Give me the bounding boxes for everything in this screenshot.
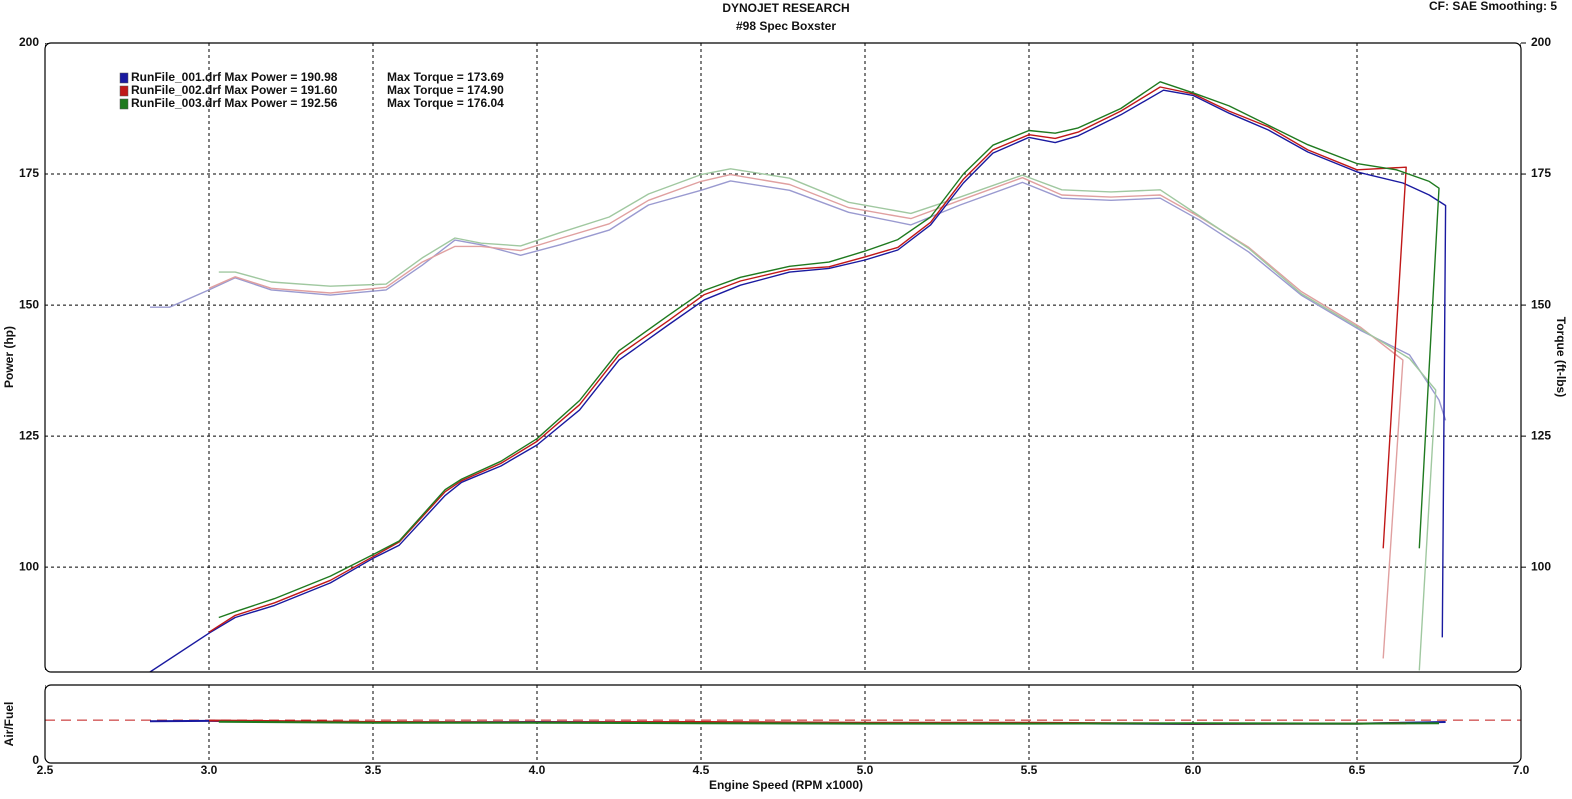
- x-tick-label: 3.0: [201, 763, 218, 777]
- y2-tick-label: 125: [1531, 428, 1551, 442]
- x-tick-label: 6.5: [1349, 763, 1366, 777]
- y-tick-label: 100: [19, 559, 39, 573]
- torque-line: [208, 173, 1404, 659]
- chart-subtitle: #98 Spec Boxster: [736, 19, 836, 33]
- y-tick-label: 200: [19, 35, 39, 49]
- legend-torque: Max Torque = 174.90: [387, 83, 504, 97]
- main-frame: [44, 42, 1522, 673]
- x-tick-label: 5.5: [1021, 763, 1038, 777]
- x-tick-label: 4.5: [693, 763, 710, 777]
- legend-torque: Max Torque = 173.69: [387, 70, 504, 84]
- settings-note: CF: SAE Smoothing: 5: [1429, 0, 1557, 13]
- legend-swatch: [119, 85, 129, 97]
- line: [149, 89, 1447, 672]
- y-tick-label: 150: [19, 297, 39, 311]
- legend-swatch: [119, 98, 129, 110]
- x-tick-label: 7.0: [1513, 763, 1530, 777]
- y2-tick-label: 175: [1531, 166, 1551, 180]
- legend-swatch: [119, 72, 129, 84]
- x-tick-label: 6.0: [1185, 763, 1202, 777]
- y-axis-label: Power (hp): [2, 326, 16, 388]
- torque-line: [218, 168, 1437, 671]
- legend-torque: Max Torque = 176.04: [387, 96, 504, 110]
- y-tick-label: 175: [19, 166, 39, 180]
- y2-tick-label: 200: [1531, 35, 1551, 49]
- line: [218, 720, 1440, 725]
- y2-axis-label: Torque (ft-lbs): [1554, 317, 1568, 397]
- legend-power: RunFile_003.drf Max Power = 192.56: [131, 96, 338, 110]
- legend-power: RunFile_001.drf Max Power = 190.98: [131, 70, 338, 84]
- legend-power: RunFile_002.drf Max Power = 191.60: [131, 83, 338, 97]
- y-tick-label: 125: [19, 428, 39, 442]
- main-plot: [45, 43, 1521, 672]
- line: [218, 81, 1440, 619]
- afr-plot: [45, 685, 1521, 763]
- torque-line: [150, 180, 1447, 421]
- y2-tick-label: 100: [1531, 559, 1551, 573]
- x-axis-label: Engine Speed (RPM x1000): [709, 778, 863, 792]
- y-tick-label: 0: [32, 753, 39, 767]
- x-tick-label: 2.5: [37, 763, 54, 777]
- afr-axis-label: Air/Fuel: [2, 702, 16, 747]
- x-tick-label: 4.0: [529, 763, 546, 777]
- x-tick-label: 3.5: [365, 763, 382, 777]
- line: [208, 86, 1407, 633]
- y2-tick-label: 150: [1531, 297, 1551, 311]
- x-tick-label: 5.0: [857, 763, 874, 777]
- chart-title: DYNOJET RESEARCH: [722, 1, 849, 15]
- afr-frame: [44, 684, 1522, 764]
